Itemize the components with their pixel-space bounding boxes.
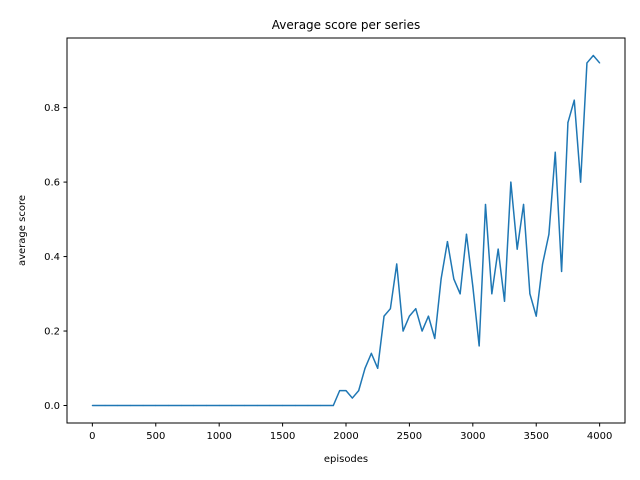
data-point: [332, 404, 334, 407]
data-point: [522, 203, 525, 206]
data-point: [541, 263, 544, 265]
x-tick-label: 0: [89, 431, 95, 442]
y-tick-label: 0.0: [44, 401, 60, 412]
y-tick-label: 0.2: [44, 327, 60, 338]
data-point: [117, 404, 119, 407]
data-point: [548, 233, 550, 235]
data-point: [351, 397, 353, 399]
data-point: [567, 121, 569, 124]
data-point: [320, 404, 322, 407]
data-point: [472, 285, 474, 287]
data-point: [269, 404, 271, 407]
data-point: [599, 62, 601, 64]
data-point: [370, 352, 372, 354]
data-point: [586, 62, 588, 64]
data-point: [478, 345, 480, 347]
data-point: [491, 293, 493, 295]
data-point: [142, 404, 144, 407]
data-point: [440, 278, 442, 280]
y-tick-label: 0.4: [44, 252, 60, 263]
data-point: [364, 367, 366, 369]
data-point: [129, 404, 132, 407]
data-point: [459, 293, 461, 295]
data-point: [402, 330, 404, 332]
data-point: [180, 404, 182, 407]
data-point: [231, 404, 233, 407]
data-point: [465, 233, 468, 235]
x-axis: 0 500 1000 1500 2000 2500 3000 3500 4000: [89, 423, 612, 442]
data-point: [427, 315, 430, 317]
series-line: [92, 54, 601, 407]
data-point: [516, 248, 518, 250]
data-point: [358, 390, 360, 392]
data-point: [535, 315, 537, 317]
x-axis-label: episodes: [324, 454, 368, 465]
x-tick-label: 1000: [206, 431, 231, 442]
x-tick-label: 4000: [587, 431, 612, 442]
data-point: [91, 404, 93, 407]
plot-area-frame: [66, 37, 626, 424]
data-point: [497, 248, 499, 250]
data-point: [453, 278, 455, 280]
y-tick-label: 0.8: [44, 103, 60, 114]
y-axis: 0.0 0.2 0.4 0.6 0.8: [44, 103, 67, 412]
x-tick-label: 2000: [333, 431, 358, 442]
data-point: [383, 315, 385, 317]
data-point: [529, 293, 531, 295]
data-point: [205, 404, 208, 407]
data-point: [377, 367, 379, 369]
data-point: [554, 151, 556, 153]
data-point: [503, 300, 506, 302]
data-point: [307, 404, 309, 407]
series-layer: [91, 54, 601, 407]
x-tick-label: 1500: [270, 431, 295, 442]
data-point: [218, 404, 220, 407]
data-point: [415, 308, 417, 310]
data-point: [281, 404, 284, 407]
data-point: [434, 337, 436, 340]
data-point: [592, 54, 594, 57]
data-point: [408, 315, 411, 317]
y-tick-label: 0.6: [44, 178, 60, 189]
data-point: [167, 404, 170, 407]
data-point: [484, 203, 487, 206]
data-point: [243, 404, 246, 407]
chart-title: Average score per series: [272, 18, 420, 32]
data-point: [193, 404, 195, 407]
x-tick-label: 3500: [524, 431, 549, 442]
data-point: [294, 404, 296, 407]
y-axis-label: average score: [17, 195, 28, 266]
data-point: [155, 404, 157, 407]
data-point: [573, 99, 575, 101]
data-point: [560, 270, 563, 273]
data-point: [339, 390, 341, 392]
data-point: [446, 241, 449, 243]
data-point: [389, 308, 391, 310]
x-tick-label: 2500: [397, 431, 422, 442]
x-tick-label: 500: [146, 431, 165, 442]
data-point: [580, 181, 582, 183]
data-point: [421, 330, 423, 332]
data-point: [256, 404, 258, 407]
data-point: [510, 181, 512, 183]
data-point: [104, 404, 106, 407]
data-point: [396, 263, 398, 265]
x-tick-label: 3000: [460, 431, 485, 442]
data-point: [345, 390, 347, 392]
